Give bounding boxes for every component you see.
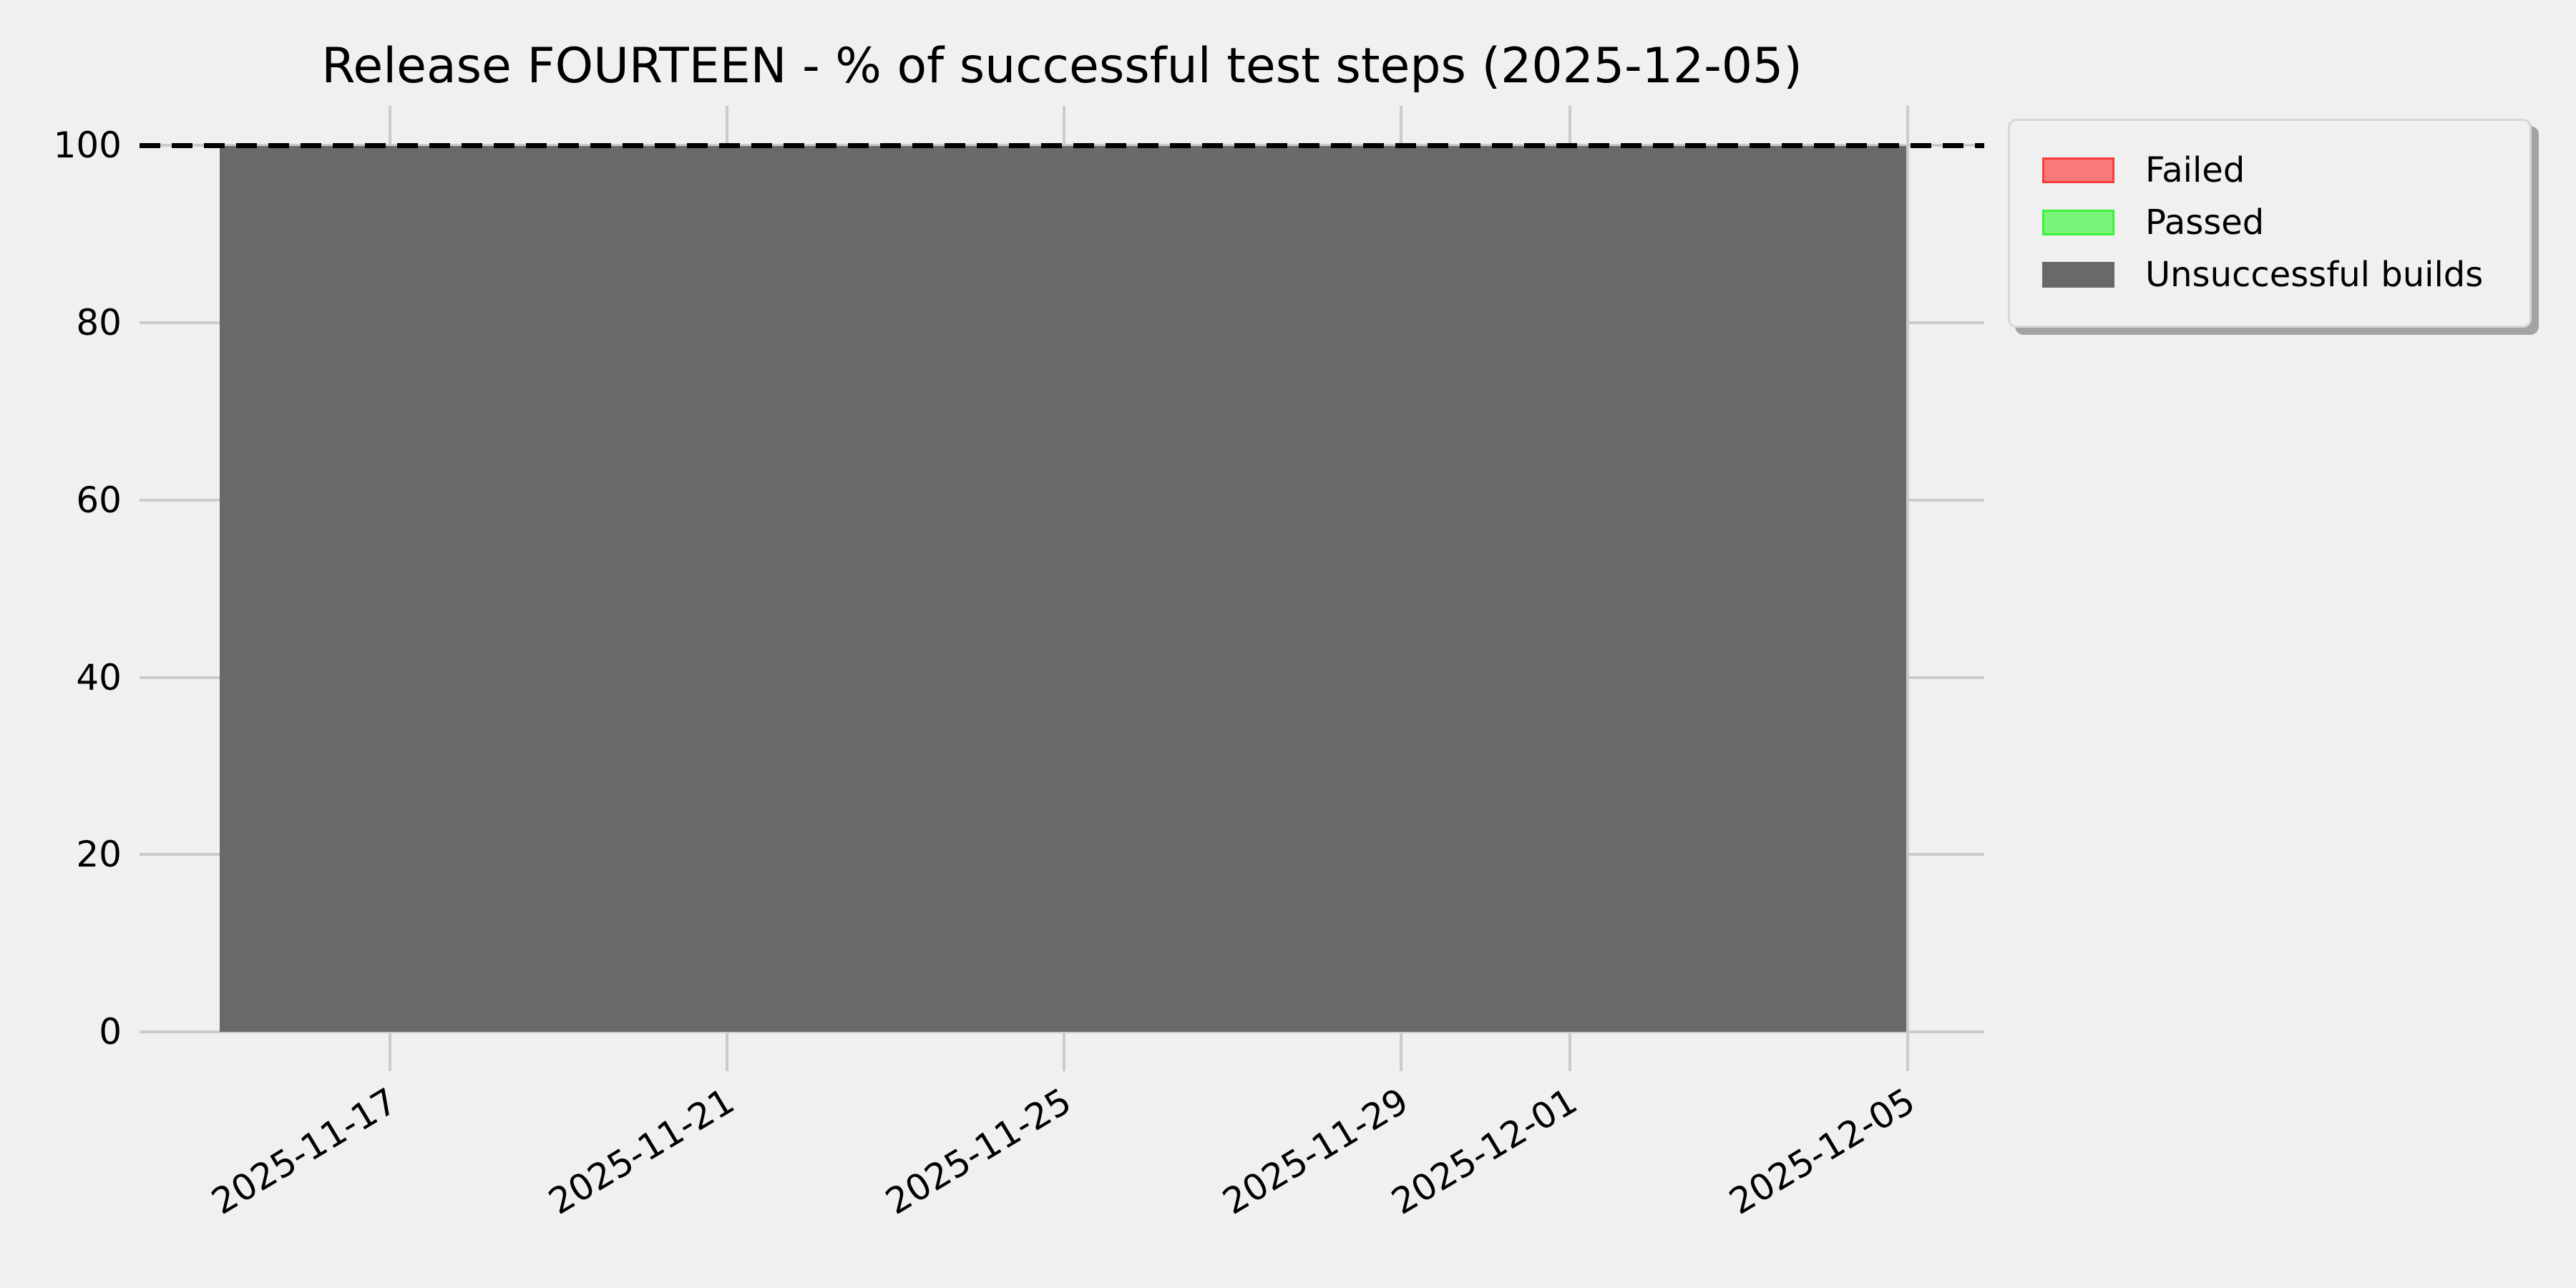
plot-area (140, 106, 1984, 1071)
legend-swatch-unsuccessful-builds (2042, 262, 2114, 288)
x-tick-label-2025-12-01: 2025-12-01 (1385, 1080, 1585, 1223)
unsuccessful-builds-bar (220, 146, 1906, 1032)
x-tick-label-2025-12-05: 2025-12-05 (1722, 1080, 1923, 1223)
y-tick-label-40: 40 (76, 657, 122, 698)
x-tick-label-2025-11-17: 2025-11-17 (205, 1080, 405, 1223)
x-tick-label-2025-11-25: 2025-11-25 (879, 1080, 1079, 1223)
y-tick-label-100: 100 (53, 125, 122, 166)
y-tick-label-0: 0 (99, 1011, 122, 1053)
x-tick-label-2025-11-21: 2025-11-21 (542, 1080, 742, 1223)
legend-label-unsuccessful-builds: Unsuccessful builds (2145, 255, 2484, 295)
legend-swatch-passed (2042, 210, 2114, 235)
y-tick-label-80: 80 (76, 302, 122, 343)
legend-label-failed: Failed (2145, 150, 2245, 190)
legend: Failed Passed Unsuccessful builds (2008, 119, 2532, 328)
y-tick-label-20: 20 (76, 834, 122, 875)
v-gridline-2025-12-05 (1906, 106, 1909, 1071)
h-gridline-0 (140, 1030, 1984, 1033)
legend-swatch-failed (2042, 157, 2114, 183)
legend-label-passed: Passed (2145, 203, 2265, 243)
target-line-100 (140, 143, 1984, 148)
x-tick-label-2025-11-29: 2025-11-29 (1216, 1080, 1416, 1223)
y-tick-label-60: 60 (76, 479, 122, 521)
chart-title: Release FOURTEEN - % of successful test … (321, 38, 1802, 94)
